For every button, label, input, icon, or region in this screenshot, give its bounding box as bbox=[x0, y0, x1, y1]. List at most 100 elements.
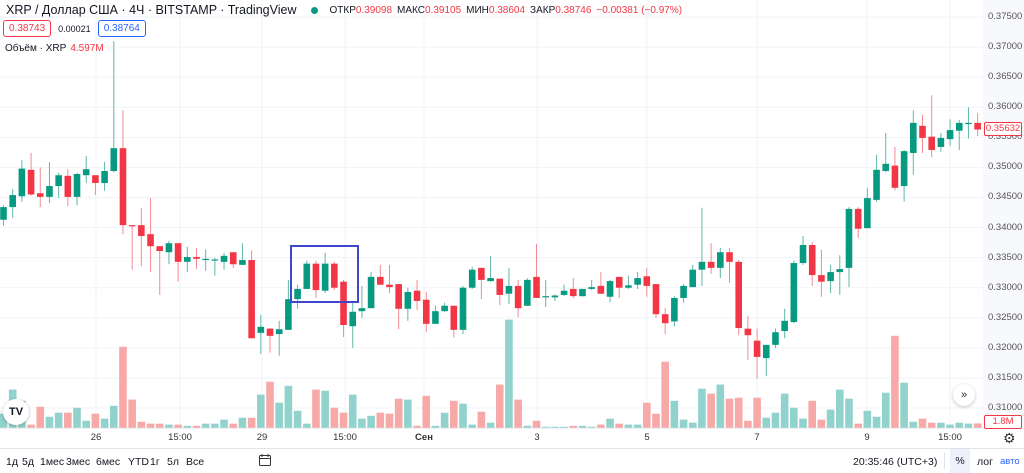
candle-body bbox=[9, 195, 16, 208]
volume-bars bbox=[0, 319, 982, 428]
volume-bar bbox=[266, 381, 274, 428]
candle-body bbox=[478, 267, 485, 280]
volume-bar bbox=[532, 420, 541, 428]
candle-body bbox=[285, 299, 292, 330]
volume-bar bbox=[468, 424, 476, 428]
candle-body bbox=[873, 169, 880, 200]
candle-body bbox=[946, 130, 954, 140]
candle-body bbox=[753, 340, 761, 357]
volume-bar bbox=[771, 412, 780, 428]
candle-body bbox=[790, 263, 798, 323]
market-open-status-icon bbox=[310, 6, 318, 14]
percent-scale-toggle[interactable]: % bbox=[950, 449, 970, 473]
candlestick-chart[interactable] bbox=[0, 0, 983, 448]
volume-bar bbox=[716, 384, 725, 428]
candle-body bbox=[275, 329, 283, 335]
tradingview-logo[interactable]: TV bbox=[3, 399, 29, 425]
volume-bar bbox=[863, 410, 872, 428]
candle-body bbox=[597, 285, 605, 294]
candle-body bbox=[882, 163, 890, 172]
candle-body bbox=[615, 276, 623, 288]
range-button-3мес[interactable]: 3мес bbox=[66, 456, 91, 468]
auto-scale-toggle[interactable]: авто bbox=[1000, 456, 1020, 467]
volume-bar bbox=[946, 424, 954, 428]
candle-body bbox=[229, 252, 237, 265]
price-axis[interactable] bbox=[983, 0, 1024, 430]
candle-body bbox=[827, 272, 834, 282]
volume-bar bbox=[707, 393, 715, 428]
spread-value: 0.00021 bbox=[58, 23, 91, 34]
candle-body bbox=[138, 225, 145, 236]
scroll-to-realtime-button[interactable]: » bbox=[953, 384, 975, 406]
price-tick-label: 0.37500 bbox=[988, 11, 1023, 22]
sell-button[interactable]: 0.38743 bbox=[3, 20, 52, 37]
volume-bar bbox=[799, 418, 807, 428]
ohlc-value: 0.38604 bbox=[488, 4, 526, 16]
volume-bar bbox=[82, 420, 91, 428]
calendar-goto-icon[interactable] bbox=[258, 453, 272, 470]
ohlc-value: −0.00381 (−0.97%) bbox=[596, 4, 683, 16]
clock-timezone[interactable]: 20:35:46 (UTC+3) bbox=[853, 456, 938, 468]
volume-bar bbox=[964, 423, 973, 428]
time-tick-label: 5 bbox=[644, 432, 650, 443]
candle-body bbox=[919, 125, 926, 138]
volume-bar bbox=[73, 407, 81, 428]
candle-body bbox=[312, 263, 320, 291]
candle-body bbox=[303, 263, 311, 289]
volume-bar bbox=[385, 413, 394, 428]
log-scale-toggle[interactable]: лог bbox=[977, 456, 993, 468]
candle-body bbox=[680, 285, 687, 298]
range-button-1д[interactable]: 1д bbox=[6, 456, 18, 468]
volume-bar bbox=[238, 417, 247, 428]
range-button-Все[interactable]: Все bbox=[186, 456, 205, 468]
candle-body bbox=[496, 278, 504, 295]
buy-button[interactable]: 0.38764 bbox=[97, 20, 146, 37]
volume-bar bbox=[633, 424, 642, 428]
range-button-5д[interactable]: 5д bbox=[22, 456, 34, 468]
volume-bar bbox=[275, 402, 283, 428]
range-button-5л[interactable]: 5л bbox=[167, 456, 179, 468]
candle-body bbox=[799, 245, 807, 264]
gear-icon[interactable]: ⚙ bbox=[1003, 430, 1016, 446]
candle-body bbox=[386, 284, 393, 288]
candle-body bbox=[744, 328, 752, 336]
candle-body bbox=[551, 295, 559, 298]
volume-bar bbox=[587, 426, 596, 428]
volume-bar bbox=[569, 425, 578, 428]
candle-body bbox=[404, 291, 412, 309]
ohlc-value: 0.39105 bbox=[424, 4, 462, 16]
candle-body bbox=[965, 122, 972, 125]
candle-body bbox=[239, 260, 246, 265]
candle-body bbox=[441, 305, 448, 312]
candle-body bbox=[358, 308, 366, 312]
volume-bar bbox=[688, 422, 697, 428]
range-button-6мес[interactable]: 6мес bbox=[96, 456, 121, 468]
grid bbox=[0, 0, 983, 429]
volume-bar bbox=[64, 412, 72, 428]
volume-bar bbox=[643, 402, 651, 428]
candle-body bbox=[955, 122, 963, 131]
range-button-1мес[interactable]: 1мес bbox=[40, 456, 65, 468]
candle-body bbox=[643, 276, 651, 286]
volume-bar bbox=[155, 423, 164, 428]
bottom-toolbar: 1д 5д 1мес 3мес 6мес YTD 1г 5л Все 20:35:46 (UTC… bbox=[0, 448, 1024, 473]
candle-body bbox=[542, 296, 550, 298]
volume-bar bbox=[339, 412, 348, 428]
candle-body bbox=[468, 269, 476, 288]
range-button-YTD[interactable]: YTD bbox=[128, 456, 149, 468]
price-tick-label: 0.35000 bbox=[988, 161, 1023, 173]
candle-body bbox=[422, 299, 430, 324]
time-tick-label: 15:00 bbox=[168, 432, 192, 443]
price-tick-label: 0.31000 bbox=[988, 402, 1023, 414]
candle-body bbox=[193, 257, 200, 259]
symbol-title[interactable]: XRP / Доллар США · 4Ч · BITSTAMP · Tradi… bbox=[6, 3, 297, 17]
volume-legend[interactable]: Объём · XRP 4.597M bbox=[5, 43, 104, 54]
volume-bar bbox=[918, 418, 927, 428]
price-tick-label: 0.33500 bbox=[988, 251, 1023, 263]
volume-bar bbox=[891, 335, 899, 428]
candle-body bbox=[652, 284, 660, 315]
trade-buttons: 0.38743 0.00021 0.38764 bbox=[3, 20, 146, 37]
rectangle-drawing[interactable] bbox=[290, 245, 359, 303]
candle-body bbox=[606, 281, 614, 297]
range-button-1г[interactable]: 1г bbox=[150, 456, 160, 468]
